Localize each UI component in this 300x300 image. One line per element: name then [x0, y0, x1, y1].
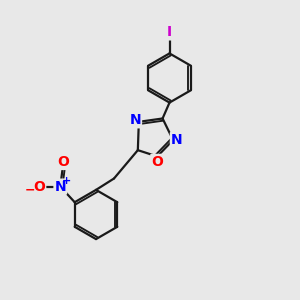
Text: I: I — [167, 26, 172, 39]
Text: N: N — [55, 180, 66, 194]
Text: N: N — [129, 113, 141, 127]
Text: O: O — [57, 155, 69, 169]
Text: N: N — [171, 133, 182, 147]
Text: O: O — [151, 155, 163, 169]
Text: O: O — [33, 180, 45, 194]
Text: −: − — [25, 184, 35, 197]
Text: +: + — [62, 176, 71, 186]
